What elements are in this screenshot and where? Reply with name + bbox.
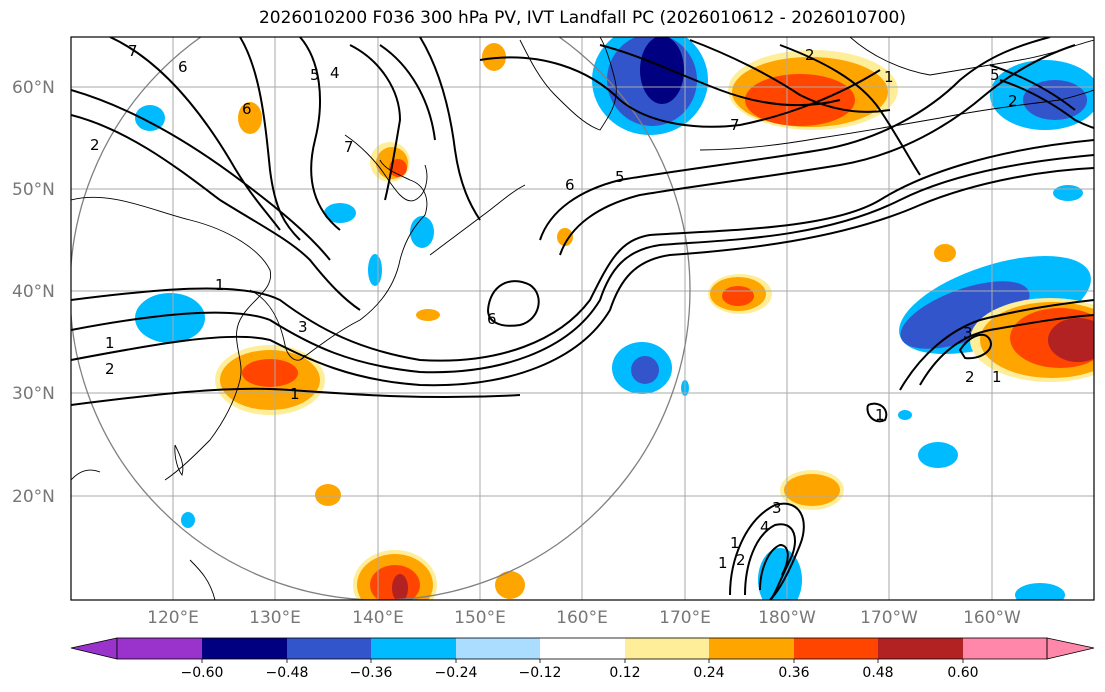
contour-label: 6 (242, 100, 252, 118)
range-circle (71, 37, 691, 600)
contour-label: 1 (215, 276, 225, 294)
contour-label: 1 (730, 534, 740, 552)
colorbar-tick-label: 0.12 (609, 665, 640, 681)
lon-label: 170°W (860, 608, 918, 628)
contour-label: 1 (718, 554, 728, 572)
contour-label: 2 (105, 360, 115, 378)
colorbar-tick-label: −0.12 (519, 665, 562, 681)
contour-label: 3 (963, 324, 973, 342)
colorbar-high-extend (1046, 637, 1095, 660)
lon-label: 130°E (249, 608, 301, 628)
contour-label: 4 (760, 518, 770, 536)
pv-contours (71, 37, 1094, 600)
contour-label: 7 (128, 42, 138, 60)
contour-label: 6 (178, 58, 188, 76)
lat-label: 60°N (12, 78, 55, 98)
contour-label: 1 (884, 68, 894, 86)
lon-label: 120°E (147, 608, 199, 628)
colorbar-swatch (117, 638, 202, 659)
contour-labels: 7 6 5 4 6 5 2 1 7 1 2 3 1 2 1 2 1 3 2 1 … (90, 42, 1018, 572)
colorbar-tick-label: −0.36 (350, 665, 393, 681)
colorbar-tick-label: −0.48 (266, 665, 309, 681)
colorbar-low-extend (70, 637, 118, 660)
contour-label: 5 (615, 168, 625, 186)
colorbar-swatch (202, 638, 287, 659)
contour-label: 1 (875, 406, 885, 424)
lon-label: 170°E (659, 608, 711, 628)
contour-label: 7 (344, 138, 354, 156)
colorbar: −0.60 −0.48 −0.36 −0.24 −0.12 0.12 0.24 … (70, 637, 1095, 681)
lat-label: 40°N (12, 282, 55, 302)
colorbar-swatch (287, 638, 371, 659)
contour-label: 5 (310, 66, 320, 84)
colorbar-swatch (709, 638, 794, 659)
longitude-labels: 120°E 130°E 140°E 150°E 160°E 170°E 180°… (147, 608, 1021, 628)
colorbar-swatch (371, 638, 456, 659)
colorbar-tick-label: 0.48 (862, 665, 893, 681)
contour-label: 2 (1008, 92, 1018, 110)
colorbar-swatch (878, 638, 963, 659)
contour-label: 5 (990, 66, 1000, 84)
map-title: 2026010200 F036 300 hPa PV, IVT Landfall… (258, 8, 906, 28)
colorbar-swatch (963, 638, 1047, 659)
contour-label: 2 (805, 46, 815, 64)
contour-label: 1 (105, 334, 115, 352)
contour-label: 2 (90, 136, 100, 154)
colorbar-tick-label: −0.60 (181, 665, 224, 681)
contour-label: 1 (290, 385, 300, 403)
colorbar-swatch (794, 638, 878, 659)
contour-label: 6 (565, 176, 575, 194)
colorbar-tick-label: 0.24 (693, 665, 724, 681)
lat-label: 50°N (12, 180, 55, 200)
contour-label: 7 (730, 116, 740, 134)
contour-label: 3 (772, 499, 782, 517)
colorbar-swatch (540, 638, 625, 659)
colorbar-tick-label: 0.60 (947, 665, 978, 681)
lon-label: 160°W (963, 608, 1021, 628)
contour-label: 1 (992, 368, 1002, 386)
contour-label: 6 (487, 310, 497, 328)
contour-label: 4 (330, 64, 340, 82)
colorbar-tick-label: 0.36 (778, 665, 809, 681)
contour-label: 3 (298, 318, 308, 336)
lat-label: 30°N (12, 384, 55, 404)
contour-label: 2 (965, 368, 975, 386)
colorbar-swatch (625, 638, 709, 659)
lon-label: 180°W (758, 608, 816, 628)
latitude-labels: 60°N 50°N 40°N 30°N 20°N (12, 78, 55, 507)
lon-label: 160°E (556, 608, 608, 628)
map-border (70, 36, 1095, 601)
lon-label: 140°E (352, 608, 404, 628)
colorbar-tick-label: −0.24 (435, 665, 478, 681)
lon-label: 150°E (454, 608, 506, 628)
lat-label: 20°N (12, 487, 55, 507)
contour-label: 2 (736, 551, 746, 569)
colorbar-swatch (456, 638, 540, 659)
